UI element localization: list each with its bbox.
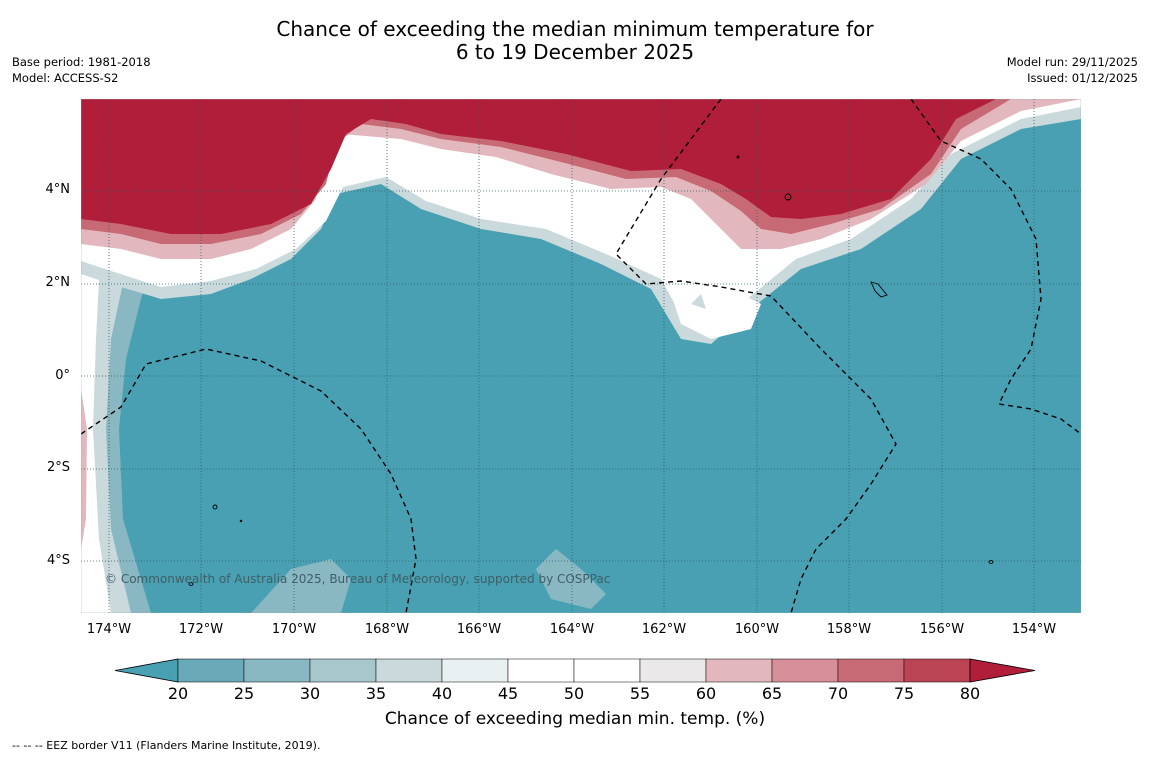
colorbar-segment <box>837 658 905 683</box>
model-run: Model run: 29/11/2025 <box>1006 55 1138 69</box>
colorbar-segment <box>639 658 707 683</box>
ytick-2s: 2°S <box>46 460 70 475</box>
ytick-4s: 4°S <box>46 553 70 568</box>
ytick-4n: 4°N <box>45 182 71 197</box>
islands <box>188 155 994 586</box>
meta-right: Model run: 29/11/2025 Issued: 01/12/2025 <box>1007 54 1138 86</box>
south-patch-2 <box>536 549 606 609</box>
cb-tick-75: 75 <box>893 684 915 703</box>
xtick-162w: 162°W <box>641 622 687 637</box>
colorbar-label: Chance of exceeding median min. temp. (%… <box>384 709 766 729</box>
xtick-166w: 166°W <box>456 622 502 637</box>
cb-tick-50: 50 <box>563 684 585 703</box>
xtick-158w: 158°W <box>826 622 872 637</box>
south-patch-1 <box>251 559 351 613</box>
xtick-164w: 164°W <box>549 622 595 637</box>
colorbar-segment <box>507 658 575 683</box>
model-name: Model: ACCESS-S2 <box>12 71 119 85</box>
cb-tick-60: 60 <box>695 684 717 703</box>
colorbar-segment <box>705 658 773 683</box>
ytick-2n: 2°N <box>45 275 71 290</box>
colorbar-extend-low <box>114 658 179 683</box>
cb-tick-45: 45 <box>497 684 519 703</box>
colorbar-segment <box>573 658 641 683</box>
xtick-172w: 172°W <box>178 622 224 637</box>
colorbar <box>114 658 1036 683</box>
cb-tick-25: 25 <box>233 684 255 703</box>
grey-spot <box>691 294 706 309</box>
colorbar-segment <box>771 658 839 683</box>
eez-borders <box>81 99 1081 613</box>
colorbar-segment <box>309 658 377 683</box>
cb-tick-30: 30 <box>299 684 321 703</box>
map-title: Chance of exceeding the median minimum t… <box>0 18 1150 64</box>
ytick-0: 0° <box>55 368 70 383</box>
cb-tick-80: 80 <box>959 684 981 703</box>
colorbar-segment <box>441 658 509 683</box>
xtick-156w: 156°W <box>919 622 965 637</box>
colorbar-segment <box>903 658 971 683</box>
cb-tick-20: 20 <box>167 684 189 703</box>
eez-footnote: -- -- -- EEZ border V11 (Flanders Marine… <box>12 739 321 752</box>
cb-tick-70: 70 <box>827 684 849 703</box>
colorbar-segment <box>177 658 245 683</box>
colorbar-segment <box>243 658 311 683</box>
probability-map <box>81 99 1081 613</box>
xtick-160w: 160°W <box>734 622 780 637</box>
meta-left: Base period: 1981-2018 Model: ACCESS-S2 <box>12 54 151 86</box>
cb-tick-65: 65 <box>761 684 783 703</box>
xtick-154w: 154°W <box>1011 622 1057 637</box>
xtick-170w: 170°W <box>271 622 317 637</box>
west-band-50 <box>81 209 111 613</box>
north-band-80 <box>81 99 996 234</box>
title-line-1: Chance of exceeding the median minimum t… <box>276 17 874 41</box>
cb-tick-40: 40 <box>431 684 453 703</box>
issued-date: Issued: 01/12/2025 <box>1027 71 1138 85</box>
title-line-2: 6 to 19 December 2025 <box>455 40 695 64</box>
copyright-notice: © Commonwealth of Australia 2025, Bureau… <box>105 572 611 586</box>
xtick-174w: 174°W <box>86 622 132 637</box>
xtick-168w: 168°W <box>364 622 410 637</box>
colorbar-extend-high <box>969 658 1036 683</box>
cb-tick-55: 55 <box>629 684 651 703</box>
white-patch-161w <box>671 284 761 339</box>
colorbar-segment <box>375 658 443 683</box>
base-period: Base period: 1981-2018 <box>12 55 151 69</box>
cb-tick-35: 35 <box>365 684 387 703</box>
